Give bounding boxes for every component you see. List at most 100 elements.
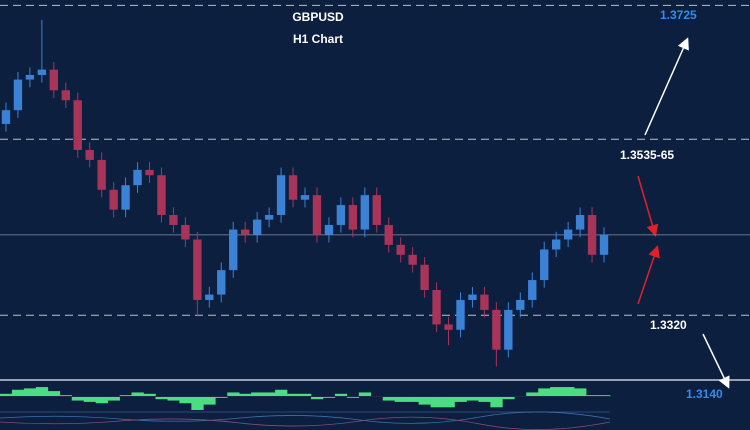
- candle-body: [551, 239, 561, 250]
- candle-body: [408, 254, 417, 265]
- candle-body: [384, 224, 393, 245]
- candle-body: [276, 175, 286, 216]
- candle-body: [252, 219, 262, 235]
- candle-body: [73, 100, 82, 150]
- oscillator-bar: [454, 396, 467, 402]
- oscillator-bar: [143, 393, 156, 397]
- oscillator-bar: [11, 389, 25, 397]
- oscillator-bar: [418, 396, 431, 405]
- oscillator-bar: [334, 393, 348, 397]
- oscillator-bar: [358, 392, 372, 397]
- oscillator-bar: [95, 396, 108, 404]
- candle-body: [300, 195, 310, 200]
- oscillator-bar: [83, 396, 96, 402]
- oscillator-bar: [574, 388, 587, 397]
- oscillator-bar: [275, 389, 288, 397]
- candle-body: [85, 149, 94, 160]
- candle-body: [37, 69, 47, 75]
- candle-body: [288, 175, 298, 200]
- candle-body: [480, 294, 489, 310]
- oscillator-bar: [191, 396, 204, 410]
- oscillator-bar: [430, 396, 443, 408]
- candle-body: [599, 234, 609, 255]
- chart-title: GBPUSD: [292, 10, 344, 24]
- oscillator-bar: [586, 395, 599, 397]
- candle-body: [121, 185, 130, 210]
- candle-body: [97, 159, 106, 190]
- oscillator-bar: [406, 396, 419, 402]
- candle-body: [575, 215, 585, 230]
- candle-body: [217, 270, 226, 295]
- oscillator-bar: [478, 396, 491, 402]
- oscillator-bar: [466, 396, 479, 401]
- oscillator-bar: [59, 395, 73, 397]
- oscillator-bar: [346, 396, 360, 398]
- arrow: [637, 245, 660, 305]
- oscillator-bar: [227, 392, 240, 397]
- oscillator-bar: [239, 393, 252, 397]
- oscillator-bar: [35, 387, 49, 397]
- candle-body: [504, 309, 513, 350]
- arrow: [637, 175, 659, 237]
- level-label: 1.3535-65: [620, 148, 674, 162]
- oscillator-bar: [287, 393, 300, 397]
- candle-body: [49, 69, 59, 91]
- oscillator-bar: [47, 391, 61, 397]
- oscillator-bar: [179, 396, 192, 404]
- candle-body: [1, 110, 11, 124]
- candle-body: [348, 205, 358, 230]
- oscillator-bar: [155, 396, 168, 400]
- level-label: 1.3140: [686, 387, 723, 401]
- oscillator-bar: [0, 393, 13, 397]
- oscillator-bar: [442, 396, 455, 408]
- candle-body: [264, 215, 274, 220]
- candle-body: [312, 195, 322, 235]
- oscillator-bar: [71, 396, 85, 401]
- candle-body: [133, 169, 142, 186]
- oscillator-bar: [550, 387, 563, 397]
- oscillator-bar: [322, 396, 336, 398]
- level-label: 1.3725: [660, 8, 697, 22]
- oscillator-bar: [251, 392, 264, 397]
- candle-body: [241, 229, 250, 235]
- candle-body: [205, 294, 214, 300]
- oscillator-bar: [490, 396, 503, 408]
- candle-body: [181, 224, 190, 240]
- oscillator-bar: [598, 395, 611, 397]
- indicator-line: [0, 416, 611, 430]
- candle-body: [444, 324, 453, 330]
- indicator-line: [0, 411, 611, 424]
- oscillator-bar: [538, 388, 551, 397]
- oscillator-bar: [382, 396, 396, 401]
- candle-body: [420, 264, 429, 291]
- candle-body: [336, 205, 346, 225]
- oscillator-bar: [526, 392, 539, 397]
- candle-body: [169, 215, 178, 225]
- candle-body: [587, 215, 597, 255]
- oscillator-bar: [299, 393, 312, 397]
- oscillator-bar: [23, 388, 37, 397]
- candle-body: [61, 90, 70, 101]
- candle-body: [109, 189, 118, 210]
- oscillator-bar: [562, 387, 575, 397]
- candle-body: [396, 244, 405, 255]
- oscillator-bar: [263, 392, 276, 397]
- level-label: 1.3320: [650, 318, 687, 332]
- oscillator-bar: [119, 395, 132, 397]
- candle-body: [372, 195, 381, 225]
- chart-subtitle: H1 Chart: [293, 32, 343, 46]
- candle-body: [468, 294, 477, 300]
- candle-body: [324, 224, 334, 235]
- candle-body: [13, 79, 23, 111]
- arrow: [644, 37, 689, 136]
- oscillator-bar: [215, 396, 228, 398]
- candle-body: [528, 280, 537, 300]
- candle-body: [456, 299, 465, 330]
- candle-body: [563, 229, 573, 240]
- oscillator-bar: [167, 396, 180, 401]
- candle-body: [193, 239, 202, 300]
- oscillator-bar: [107, 396, 120, 401]
- oscillator-bar: [394, 396, 407, 402]
